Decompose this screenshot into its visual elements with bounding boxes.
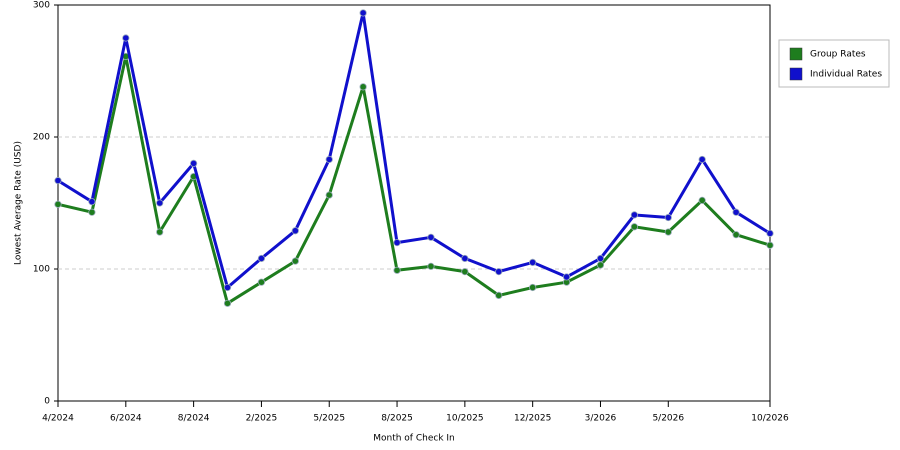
data-point [190,159,198,167]
legend-swatch [789,67,803,81]
data-point [630,223,638,231]
data-point [427,262,435,270]
data-point [698,155,706,164]
data-point [766,241,774,249]
x-axis-label: Month of Check In [373,434,455,444]
legend-label: Individual Rates [810,70,882,80]
legend-label: Group Rates [810,50,866,60]
data-point [257,254,266,263]
data-point [529,258,537,266]
x-tick-label: 10/2026 [751,414,789,424]
y-axis-label: Lowest Average Rate (USD) [14,141,24,265]
data-point [664,213,672,222]
data-point [461,268,469,276]
data-point [562,273,571,281]
data-point [54,200,62,208]
series-line [57,55,771,305]
data-point [223,299,232,307]
x-tick-label: 8/2024 [178,414,210,424]
data-point [291,227,299,235]
data-point [393,239,401,247]
data-point [291,257,299,265]
data-point [732,231,740,239]
data-point [732,208,740,216]
x-tick-label: 3/2026 [585,414,617,424]
data-point [325,191,333,199]
data-point [630,211,638,219]
data-point [495,268,503,276]
x-tick-label: 8/2025 [381,414,413,424]
data-point [156,199,164,207]
data-point [766,229,774,237]
data-point [359,83,367,91]
data-point [698,196,706,204]
x-tick-label: 12/2025 [514,414,551,424]
data-point [664,228,672,236]
x-tick-label: 2/2025 [246,414,278,424]
data-point [529,283,537,292]
y-tick-label: 0 [44,397,50,407]
data-point [223,283,232,292]
x-tick-label: 10/2025 [446,414,483,424]
x-tick-label: 5/2026 [652,414,684,424]
x-tick-label: 5/2025 [313,414,345,424]
data-point [88,208,96,216]
x-tick-label: 4/2024 [42,414,74,424]
data-point [461,254,469,263]
data-point [393,266,401,274]
x-tick-label: 6/2024 [110,414,142,424]
data-point [156,228,164,236]
plot-frame [57,4,771,402]
y-tick-label: 100 [33,265,50,275]
y-tick-label: 300 [33,1,50,11]
data-point [54,176,62,185]
data-point [495,291,503,299]
data-point [427,233,435,241]
legend-swatch [789,47,803,61]
data-point [88,198,96,206]
data-point [359,9,367,17]
data-point [257,278,266,286]
data-point [596,261,605,269]
series-line [57,11,771,289]
data-point [122,34,130,42]
data-point [596,254,605,263]
y-tick-label: 200 [33,133,50,143]
data-point [325,155,333,164]
